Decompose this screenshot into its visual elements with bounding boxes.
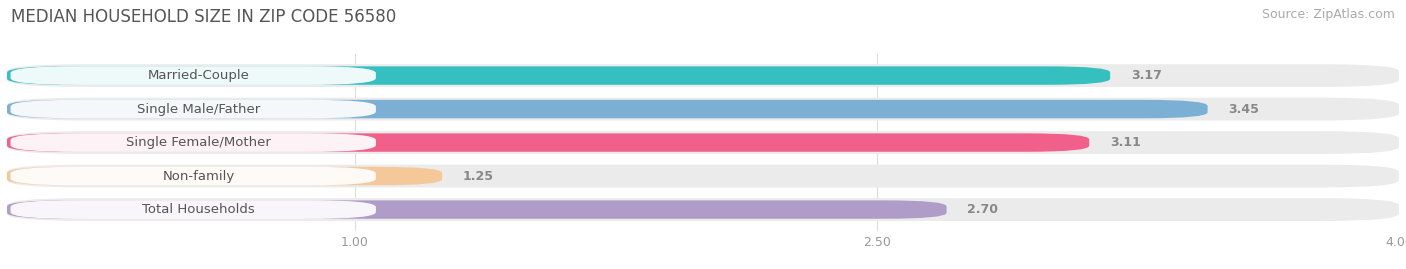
Text: Single Male/Father: Single Male/Father <box>136 102 260 116</box>
Text: Source: ZipAtlas.com: Source: ZipAtlas.com <box>1261 8 1395 21</box>
FancyBboxPatch shape <box>7 100 1208 118</box>
Text: 2.70: 2.70 <box>967 203 998 216</box>
Text: 3.17: 3.17 <box>1130 69 1161 82</box>
FancyBboxPatch shape <box>7 64 1399 87</box>
FancyBboxPatch shape <box>7 198 1399 221</box>
FancyBboxPatch shape <box>10 200 375 219</box>
FancyBboxPatch shape <box>10 133 375 152</box>
Text: 1.25: 1.25 <box>463 169 494 183</box>
Text: Married-Couple: Married-Couple <box>148 69 249 82</box>
FancyBboxPatch shape <box>7 200 946 219</box>
Text: Non-family: Non-family <box>162 169 235 183</box>
FancyBboxPatch shape <box>7 98 1399 121</box>
FancyBboxPatch shape <box>10 100 375 118</box>
FancyBboxPatch shape <box>7 131 1399 154</box>
Text: Single Female/Mother: Single Female/Mother <box>127 136 271 149</box>
Text: 3.11: 3.11 <box>1111 136 1142 149</box>
FancyBboxPatch shape <box>7 167 441 185</box>
FancyBboxPatch shape <box>7 165 1399 187</box>
Text: Total Households: Total Households <box>142 203 254 216</box>
Text: 3.45: 3.45 <box>1229 102 1260 116</box>
FancyBboxPatch shape <box>7 66 1111 85</box>
FancyBboxPatch shape <box>10 66 375 85</box>
FancyBboxPatch shape <box>7 133 1090 152</box>
FancyBboxPatch shape <box>10 167 375 185</box>
Text: MEDIAN HOUSEHOLD SIZE IN ZIP CODE 56580: MEDIAN HOUSEHOLD SIZE IN ZIP CODE 56580 <box>11 8 396 26</box>
